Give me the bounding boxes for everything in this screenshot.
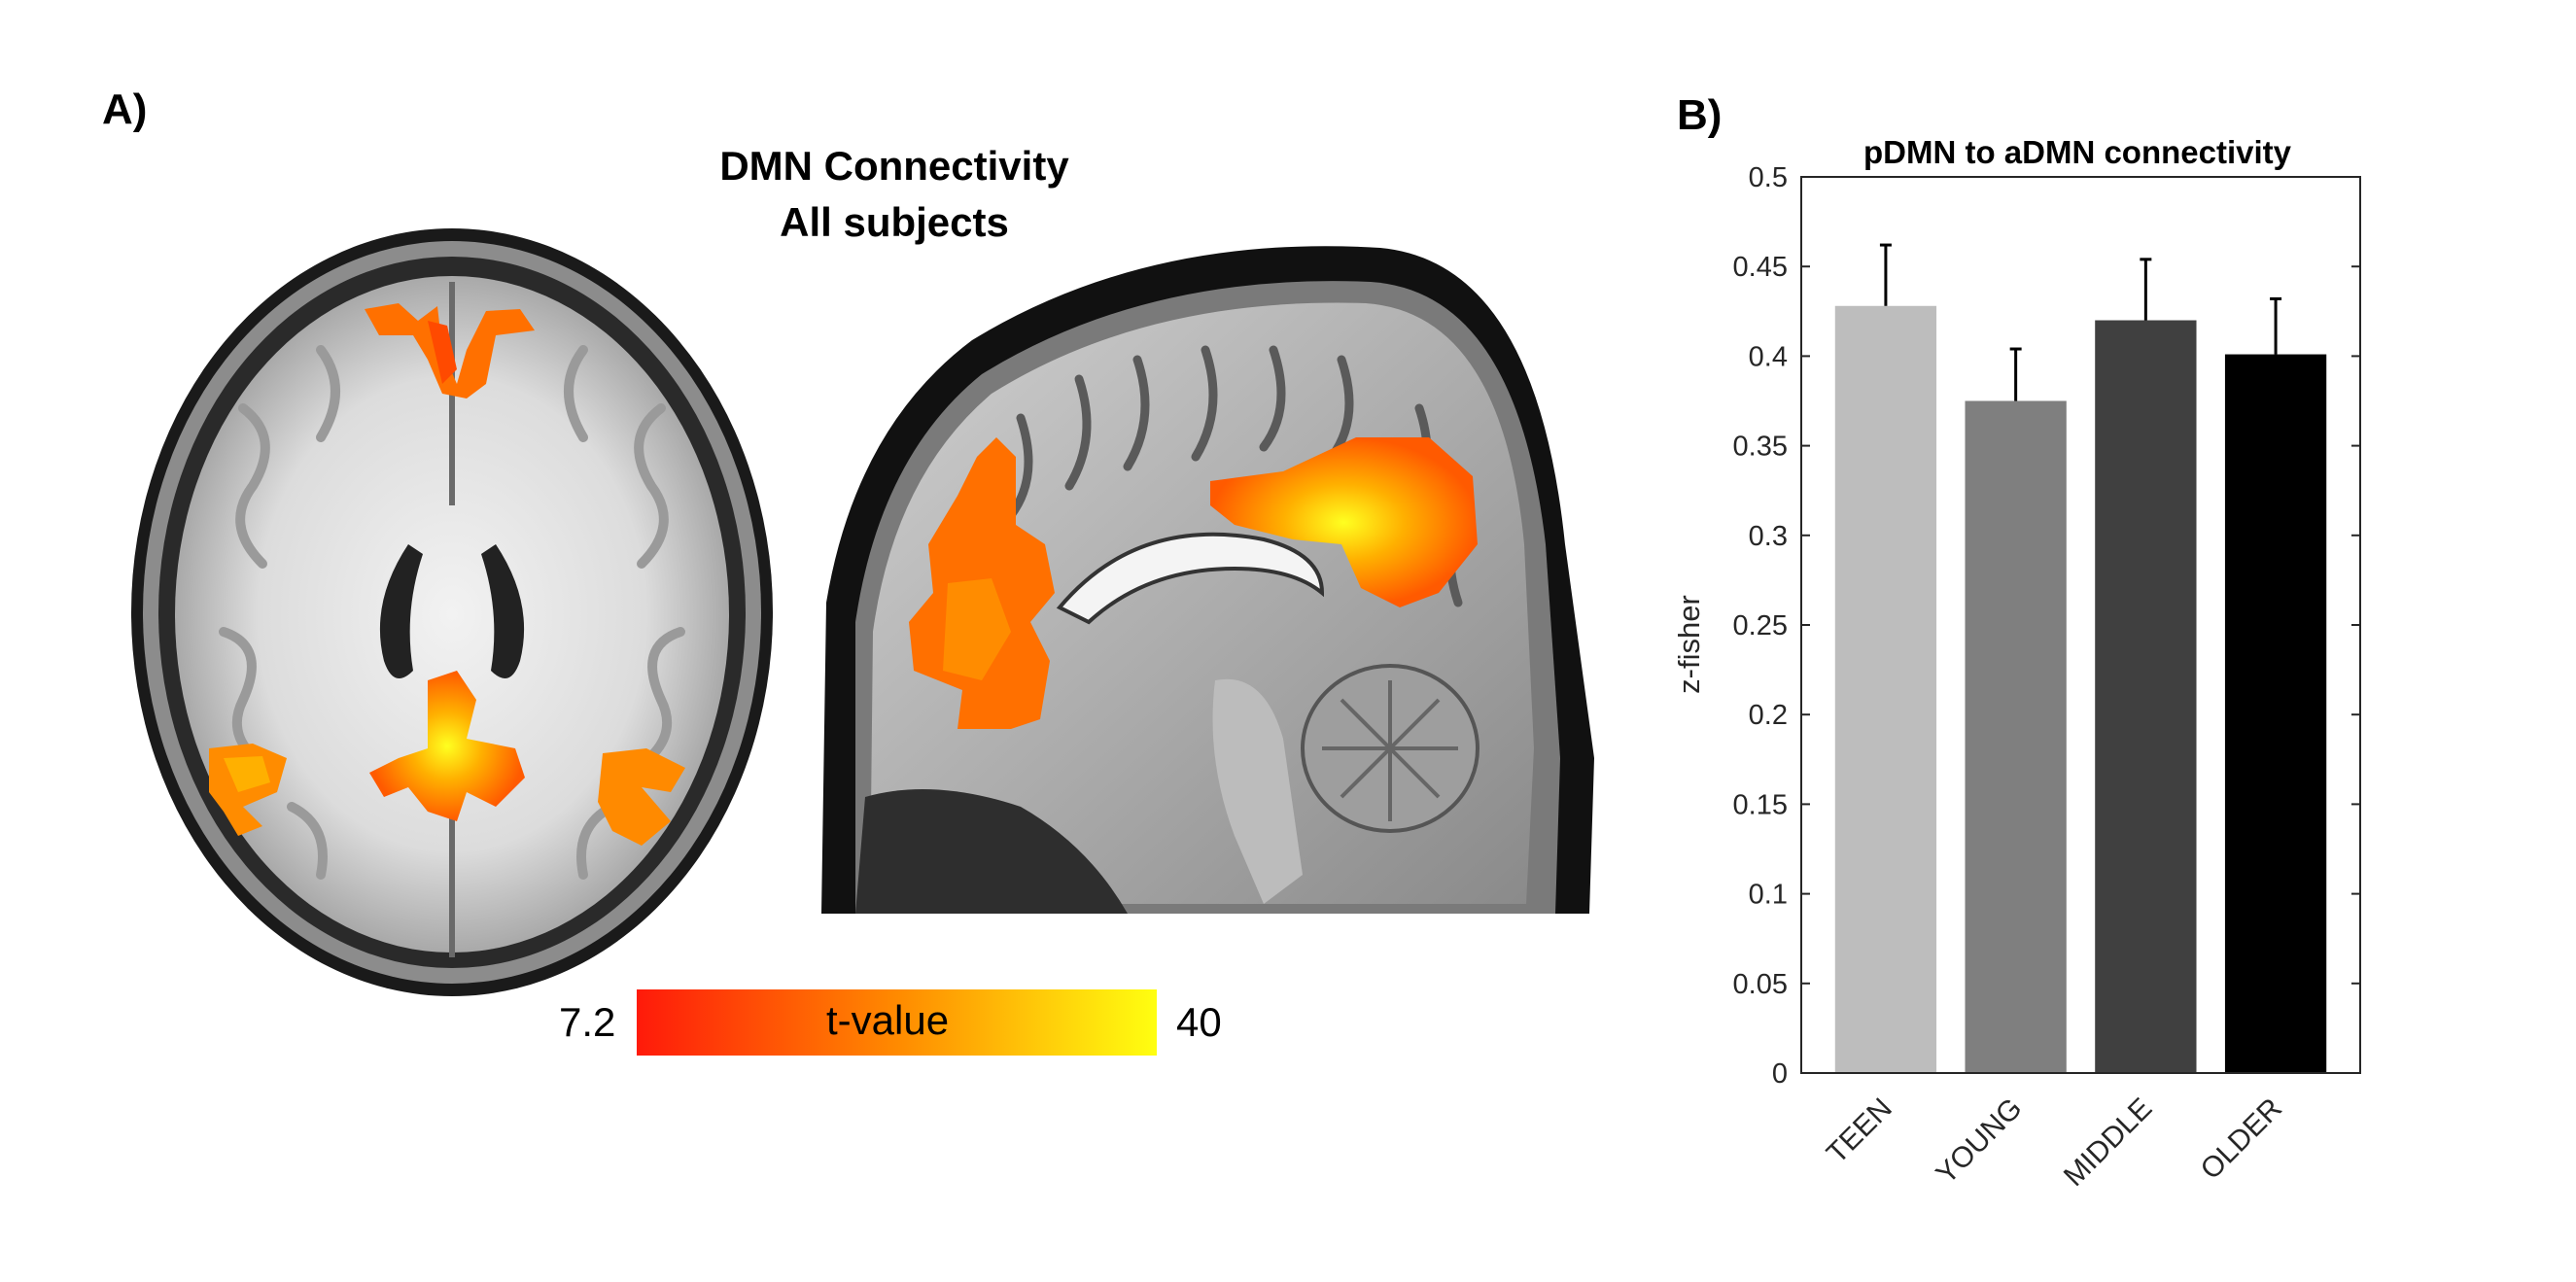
- y-tick-label: 0.5: [1749, 162, 1788, 193]
- y-tick-label: 0.3: [1749, 521, 1788, 552]
- brain-figure-title: DMN Connectivity All subjects: [622, 138, 1166, 251]
- panel-b-label: B): [1677, 91, 1723, 139]
- colorbar-max-label: 40: [1176, 999, 1222, 1045]
- bar-middle: [2095, 320, 2197, 1073]
- bar-older: [2224, 354, 2327, 1073]
- panel-a-label: A): [102, 86, 148, 133]
- plot-frame: [1800, 176, 2361, 1074]
- y-tick-label: 0: [1772, 1058, 1788, 1090]
- y-tick-label: 0.35: [1733, 432, 1788, 463]
- y-tick-label: 0.05: [1733, 969, 1788, 1000]
- x-tick-label-teen: TEEN: [1821, 1092, 1898, 1170]
- bar-young: [1965, 400, 2067, 1073]
- bars-layer: [1834, 243, 2327, 1073]
- colorbar-title: t-value: [826, 997, 950, 1043]
- y-axis-label: z-fisher: [1672, 595, 1706, 694]
- sagittal-slice: [821, 246, 1594, 914]
- brain-title-line2: All subjects: [780, 199, 1009, 245]
- colorbar: [637, 989, 1157, 1056]
- axial-slice: [131, 228, 773, 996]
- y-tick-label: 0.25: [1733, 610, 1788, 641]
- brain-title-line1: DMN Connectivity: [719, 143, 1069, 189]
- y-tick-label: 0.1: [1749, 880, 1788, 911]
- colorbar-min-label: 7.2: [559, 999, 616, 1045]
- chart-title: pDMN to aDMN connectivity: [1863, 134, 2292, 170]
- y-tick-label: 0.45: [1733, 252, 1788, 283]
- x-tick-label-older: OLDER: [2195, 1092, 2288, 1186]
- y-tick-label: 0.2: [1749, 700, 1788, 731]
- y-tick-label: 0.4: [1749, 341, 1788, 372]
- x-tick-label-young: YOUNG: [1930, 1092, 2028, 1191]
- y-tick-label: 0.15: [1733, 789, 1788, 820]
- x-tick-label-middle: MIDDLE: [2058, 1092, 2158, 1193]
- bar-teen: [1834, 305, 1937, 1073]
